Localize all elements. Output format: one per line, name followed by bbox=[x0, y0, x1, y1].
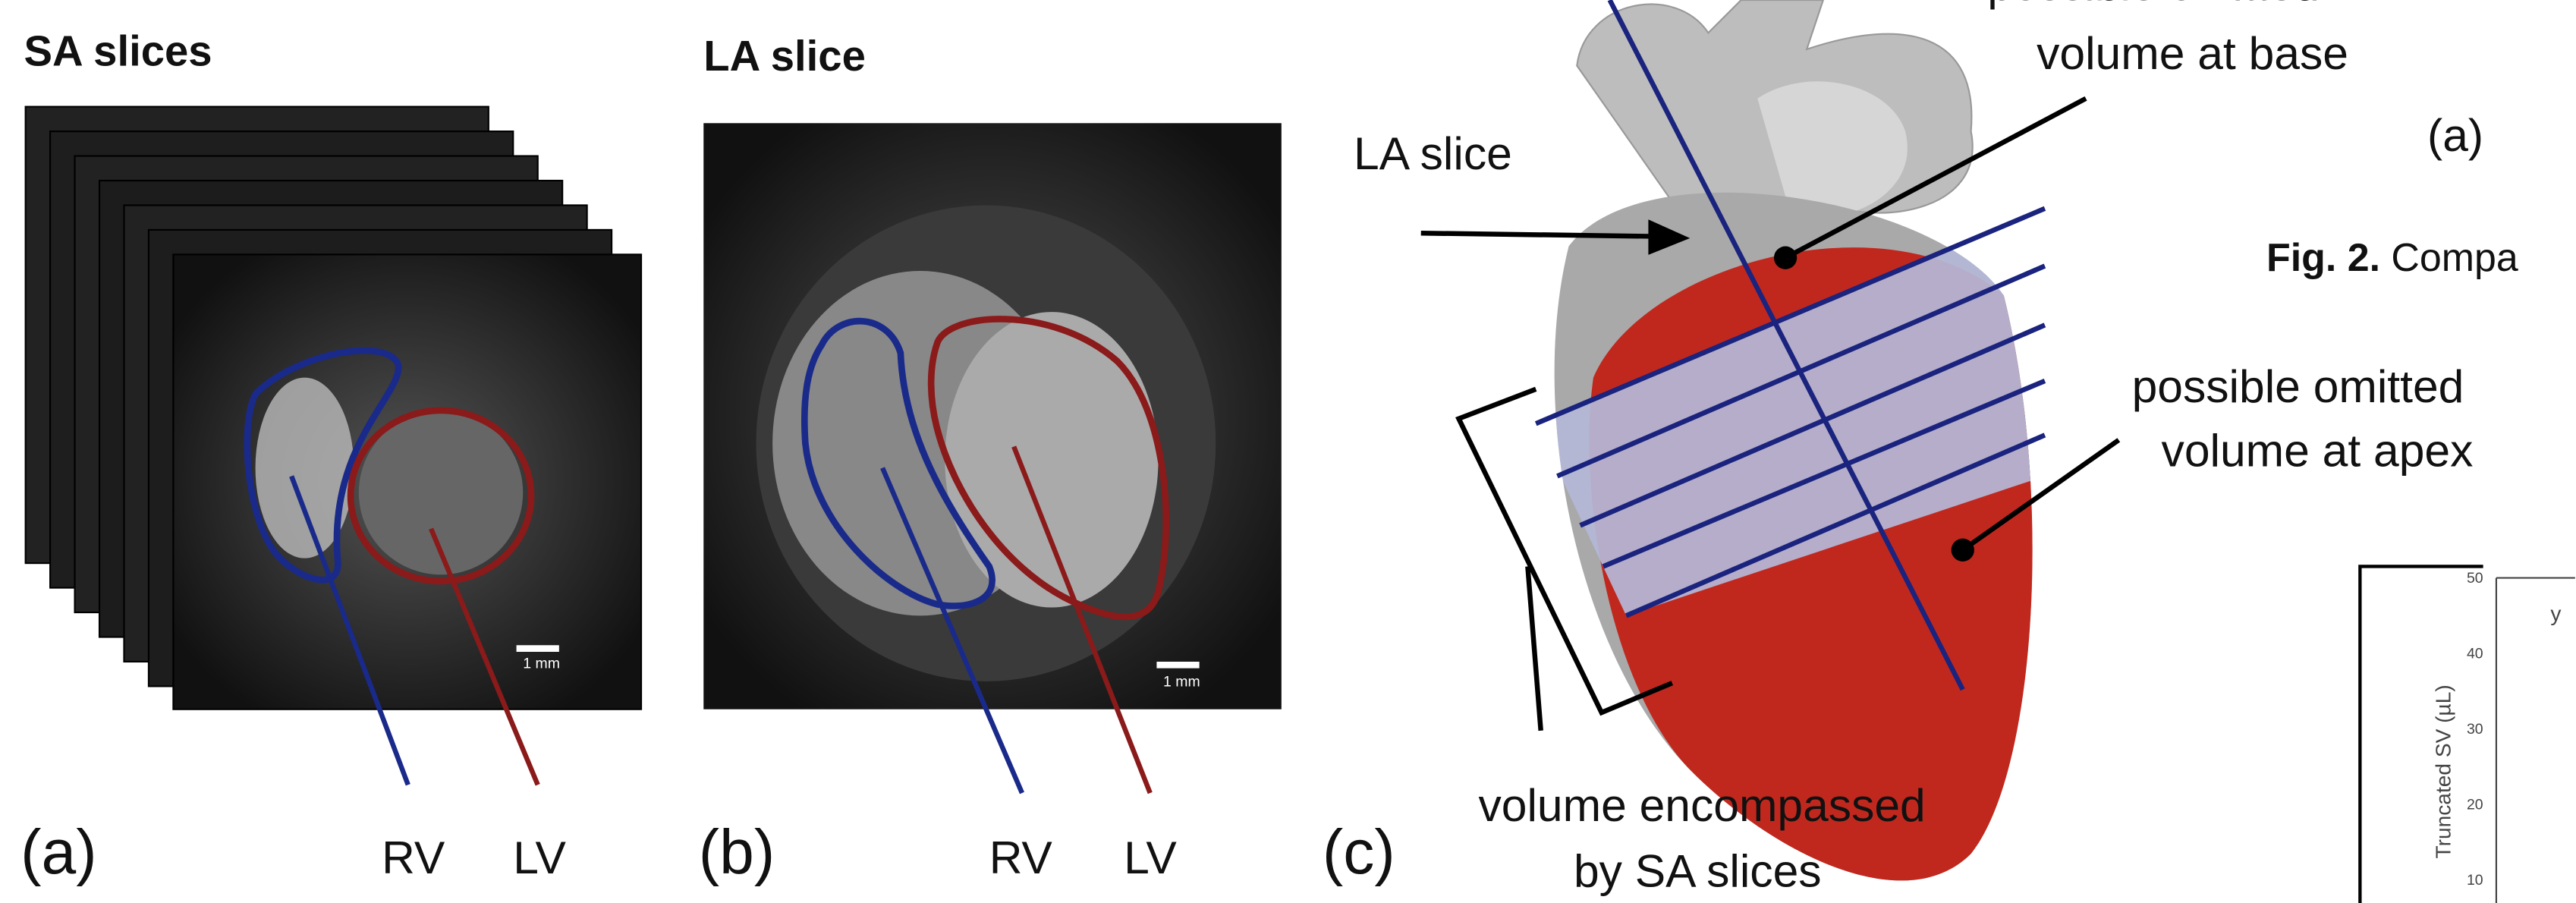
tick-label: 20 bbox=[2467, 797, 2483, 813]
sa-note: by SA slices bbox=[1574, 845, 1822, 896]
la-slice-label: LA slice bbox=[1354, 127, 1512, 179]
apex-note: volume at apex bbox=[2162, 424, 2474, 476]
panel-title: SA slices bbox=[24, 27, 212, 75]
panel-label: (a) bbox=[20, 818, 96, 887]
sa-note: volume encompassed bbox=[1478, 779, 1925, 831]
panel-label: (b) bbox=[699, 818, 775, 887]
heart-diagram bbox=[1421, 0, 2119, 880]
caption: Fig. 2. Compa bbox=[2266, 236, 2518, 280]
caption-text: Compa bbox=[2391, 236, 2518, 280]
rv-label: RV bbox=[989, 832, 1053, 883]
tick-label: 40 bbox=[2467, 646, 2483, 662]
rv-label: RV bbox=[382, 832, 445, 883]
sa-stack: 1 mm bbox=[26, 107, 641, 785]
apex-note: possible omitted bbox=[2132, 360, 2464, 412]
la-image: 1 mm bbox=[703, 123, 1282, 793]
tick-label: 50 bbox=[2467, 570, 2483, 587]
panel-label: (c) bbox=[1323, 818, 1395, 887]
figure: SA slices 1 mm (a) RV LV LA slice 1 mm (… bbox=[0, 0, 2576, 903]
scale-label: 1 mm bbox=[1163, 673, 1200, 690]
tick-label: 30 bbox=[2467, 721, 2483, 738]
y-axis-label: Truncated SV (µL) bbox=[2431, 684, 2455, 858]
base-note: possible omitted bbox=[1987, 0, 2320, 10]
panel-title: LA slice bbox=[703, 32, 866, 80]
chart-text: y bbox=[2550, 602, 2561, 625]
caption-bold: Fig. 2. bbox=[2266, 236, 2380, 280]
tick-label: 10 bbox=[2467, 872, 2483, 889]
lv-label: LV bbox=[1124, 832, 1177, 883]
cropped-chart: 50 40 30 20 10 Truncated SV (µL) y bbox=[2360, 566, 2574, 903]
base-note: volume at base bbox=[2037, 27, 2348, 79]
scale-label: 1 mm bbox=[523, 656, 560, 672]
lv-label: LV bbox=[513, 832, 566, 883]
panel-label: (a) bbox=[2427, 109, 2483, 161]
